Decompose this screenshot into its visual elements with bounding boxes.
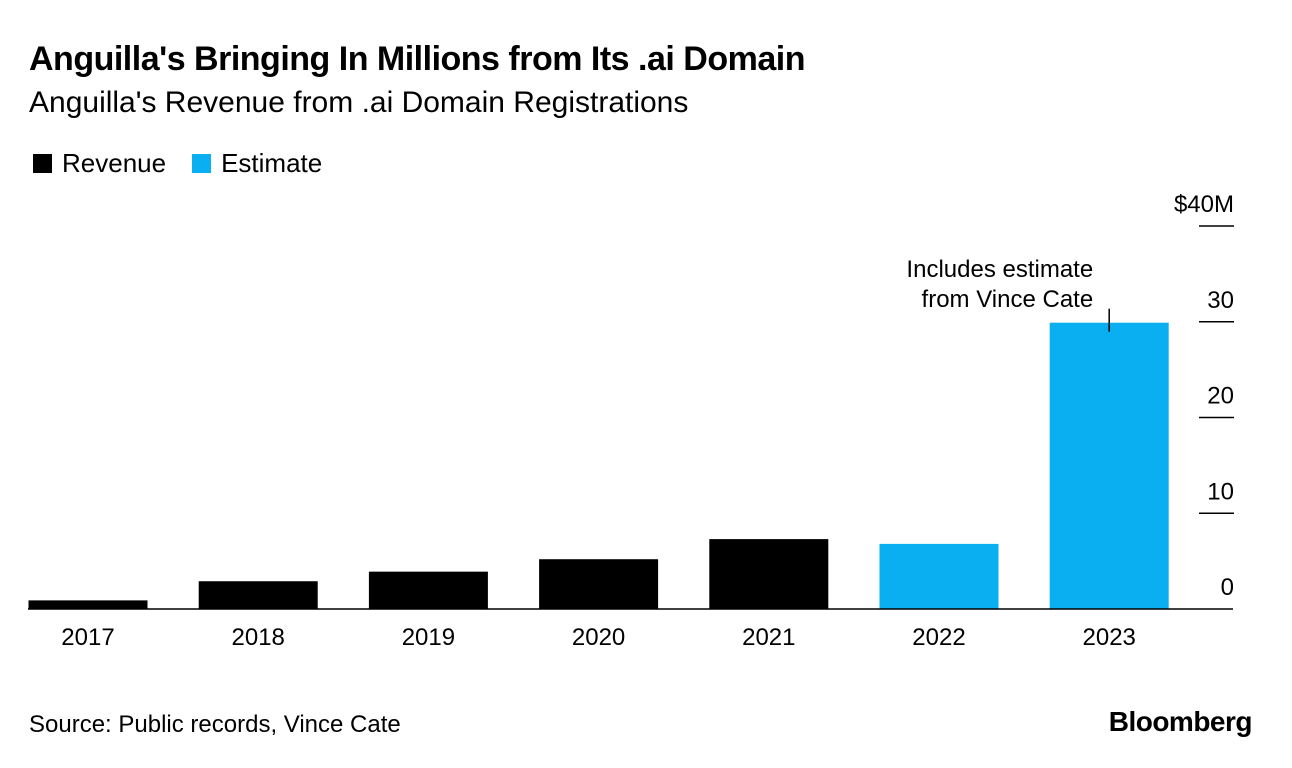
y-tick-label: $40M (1174, 191, 1234, 218)
x-tick-label: 2020 (572, 624, 625, 651)
legend-label-estimate: Estimate (221, 148, 323, 178)
bar-2022 (879, 543, 999, 609)
x-tick-label: 2018 (232, 624, 285, 651)
bar-2018 (198, 581, 318, 609)
bar-2019 (368, 571, 488, 609)
chart-title: Anguilla's Bringing In Millions from Its… (29, 40, 805, 78)
bar-2023 (1049, 322, 1169, 609)
y-tick-label: 30 (1207, 287, 1234, 314)
x-tick-label: 2019 (402, 624, 455, 651)
bloomberg-logo: Bloomberg (1108, 706, 1253, 737)
y-tick-label: 0 (1221, 574, 1234, 601)
y-tick-label: 10 (1207, 478, 1234, 505)
legend-item-revenue: Revenue (33, 148, 166, 179)
annotation-text-line: from Vince Cate (922, 286, 1094, 313)
bar-2017 (28, 600, 148, 609)
x-tick-label: 2023 (1083, 624, 1136, 651)
bar-2021 (709, 539, 829, 609)
legend: Revenue Estimate (33, 148, 348, 179)
source-note: Source: Public records, Vince Cate (29, 711, 401, 738)
legend-swatch-revenue (33, 154, 52, 173)
legend-label-revenue: Revenue (62, 148, 167, 178)
legend-item-estimate: Estimate (192, 148, 322, 179)
x-tick-label: 2022 (912, 624, 965, 651)
legend-swatch-estimate (192, 154, 212, 173)
chart-subtitle: Anguilla's Revenue from .ai Domain Regis… (29, 86, 689, 119)
x-tick-label: 2021 (742, 624, 795, 651)
annotation-text-line: Includes estimate (906, 256, 1093, 283)
y-tick-label: 20 (1207, 383, 1234, 410)
bar-2020 (539, 559, 659, 609)
x-tick-label: 2017 (61, 624, 114, 651)
